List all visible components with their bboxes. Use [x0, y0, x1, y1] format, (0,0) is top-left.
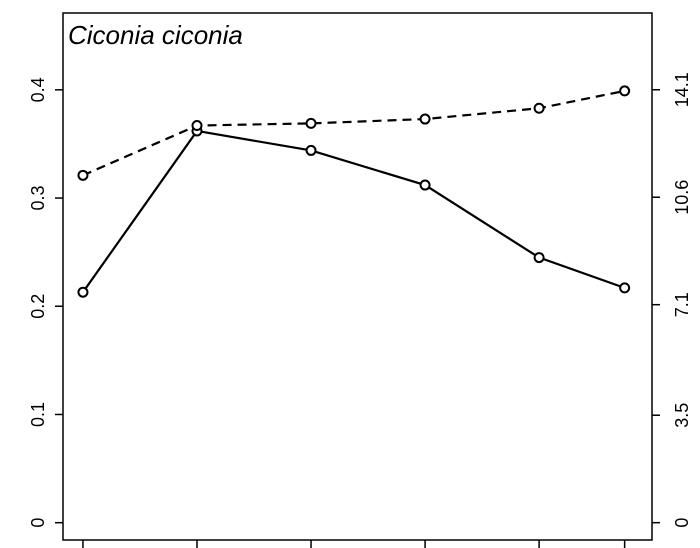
point [77, 169, 89, 181]
point [419, 113, 431, 125]
chart-title: Ciconia ciconia [68, 20, 243, 50]
y2-tick-label: 10.6 [672, 180, 692, 215]
y-tick-label: 0.2 [28, 294, 48, 319]
y2-tick-label: 3.5 [672, 403, 692, 428]
y-tick-label: 0.1 [28, 402, 48, 427]
series-line [82, 129, 625, 293]
series-line [82, 89, 625, 177]
point [533, 102, 545, 114]
point [419, 179, 431, 191]
plot-box [62, 12, 653, 541]
point [619, 282, 631, 294]
y-tick-label: 0.4 [28, 77, 48, 102]
y2-tick-label: 14.1 [672, 72, 692, 107]
point [305, 144, 317, 156]
point [305, 117, 317, 129]
y-tick-label: 0.3 [28, 186, 48, 211]
point [533, 252, 545, 264]
y-tick-label: 0 [28, 518, 48, 528]
point [77, 286, 89, 298]
y2-tick-label: 7.1 [672, 292, 692, 317]
y2-tick-label: 0 [672, 518, 692, 528]
point [619, 85, 631, 97]
point [191, 120, 203, 132]
